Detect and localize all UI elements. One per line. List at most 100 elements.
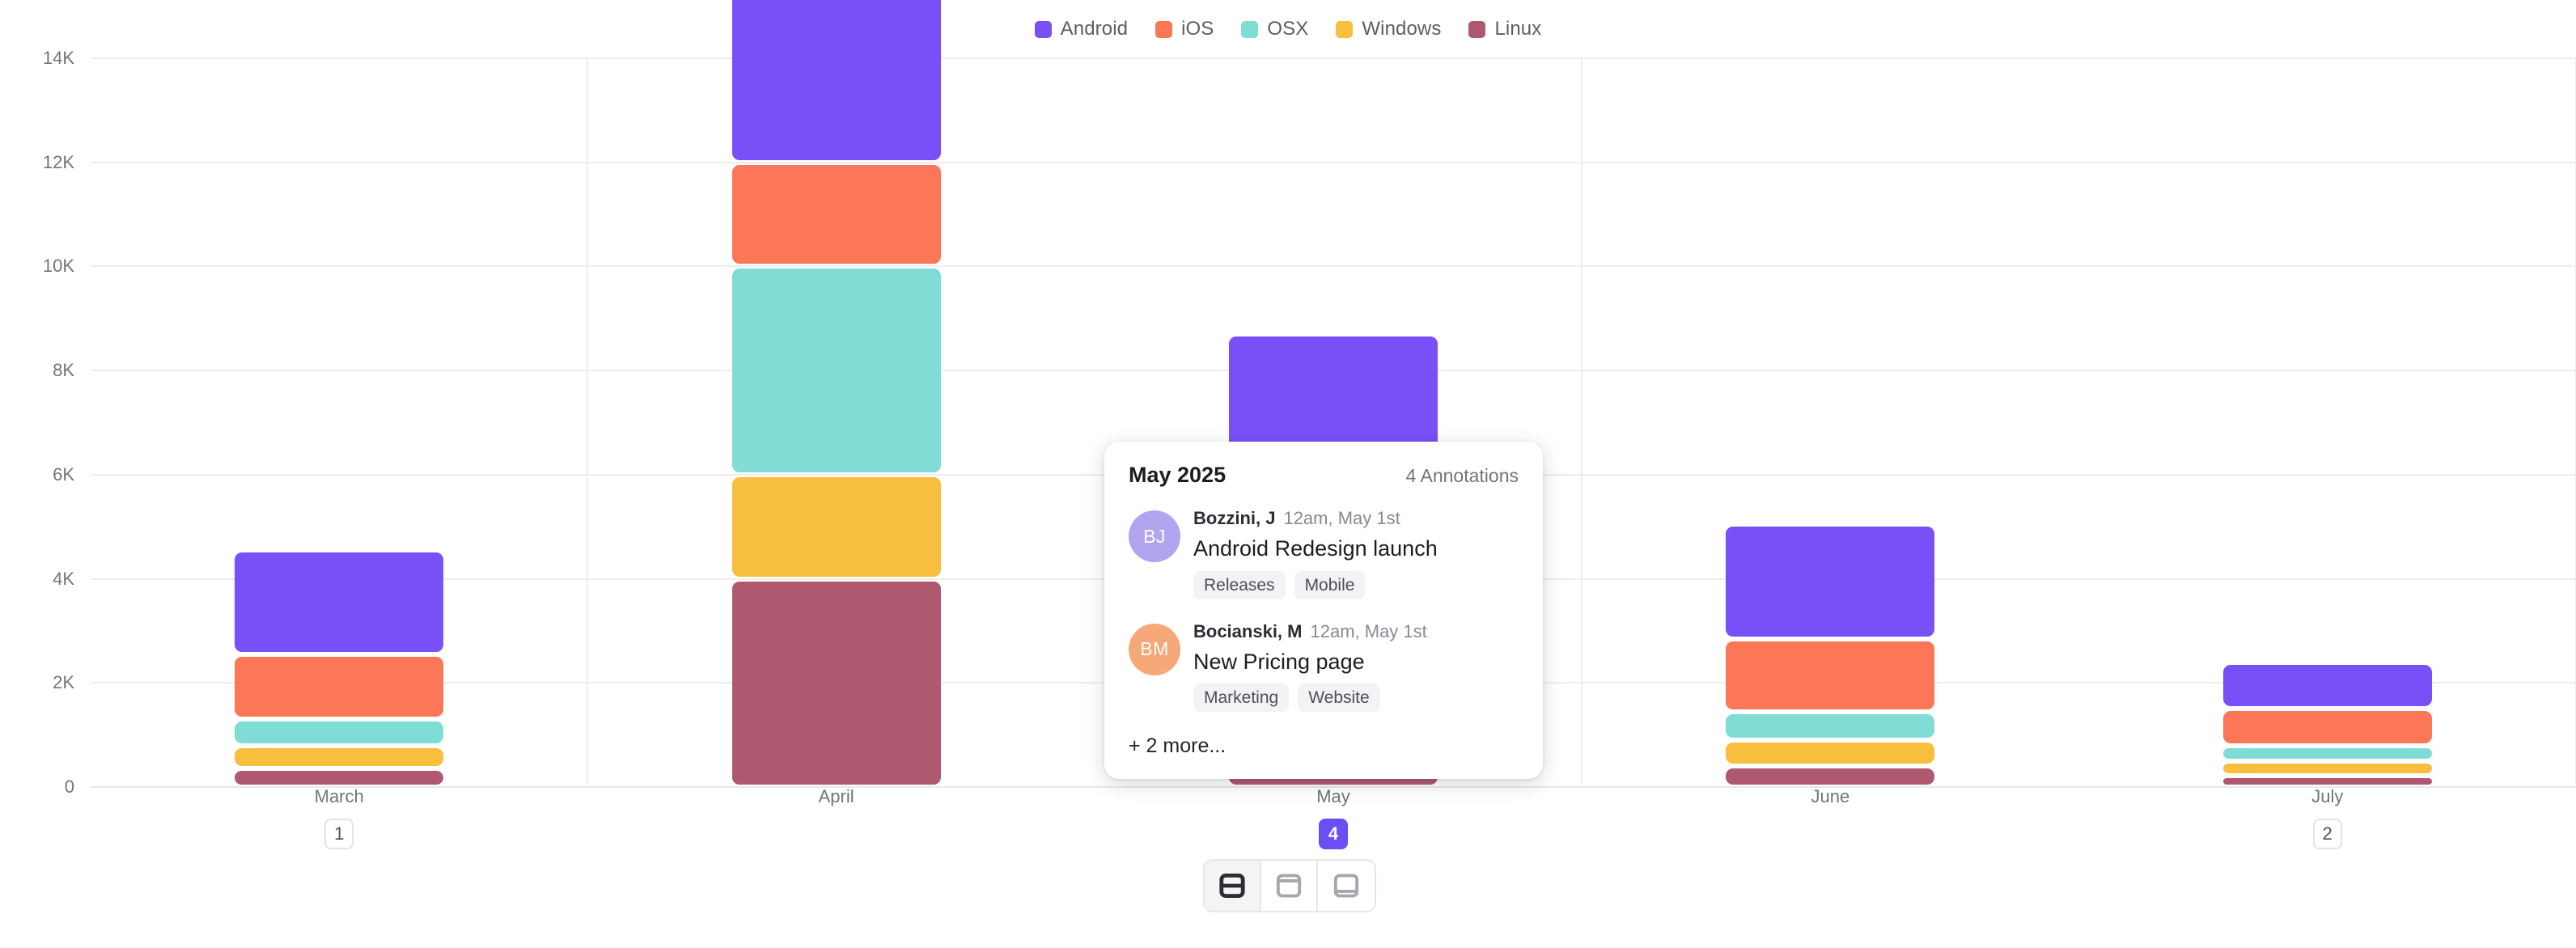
annotation-tag[interactable]: Website xyxy=(1298,683,1380,713)
legend-item-windows[interactable]: Windows xyxy=(1336,18,1441,40)
popover-title: May 2025 xyxy=(1129,463,1227,487)
annotation-list: BJ Bozzini, J 12am, May 1st Android Redesig… xyxy=(1129,508,1519,713)
legend-swatch-icon xyxy=(1155,20,1173,38)
annotation-body: Bocianski, M 12am, May 1st New Pricing pag… xyxy=(1193,620,1519,713)
annotation-meta: Bozzini, J 12am, May 1st xyxy=(1193,508,1519,528)
legend-swatch-icon xyxy=(1336,20,1354,38)
annotation-tags: Marketing Website xyxy=(1193,683,1519,713)
legend-swatch-icon xyxy=(1241,20,1259,38)
bar-stack-march[interactable] xyxy=(235,49,444,787)
x-axis-category-july: July 2 xyxy=(2079,785,2576,849)
layout-top-view-button[interactable] xyxy=(1261,861,1318,911)
bar-segment-linux[interactable] xyxy=(235,771,444,785)
legend-label: Linux xyxy=(1494,18,1542,40)
avatar: BM xyxy=(1129,623,1180,675)
gridline-horizontal xyxy=(91,57,2576,59)
bar-segment-linux[interactable] xyxy=(1726,768,1935,785)
annotation-count-badge-may[interactable]: 4 xyxy=(1318,819,1349,849)
avatar: BJ xyxy=(1129,510,1180,562)
x-axis-category-june: June xyxy=(1582,785,2078,809)
y-axis-tick-label: 12K xyxy=(42,151,74,172)
legend-label: Android xyxy=(1060,18,1129,40)
bar-segment-linux[interactable] xyxy=(2222,777,2432,785)
bar-segment-linux[interactable] xyxy=(731,581,941,785)
x-axis-category-may: May 4 xyxy=(1085,785,1582,849)
y-axis-tick-label: 0 xyxy=(64,777,74,797)
layout-top-icon xyxy=(1274,871,1303,900)
legend-item-ios[interactable]: iOS xyxy=(1155,18,1214,40)
bar-stack-april[interactable] xyxy=(731,0,941,787)
annotation-count-badge-march[interactable]: 1 xyxy=(324,819,354,849)
annotation-meta: Bocianski, M 12am, May 1st xyxy=(1193,620,1519,641)
bar-segment-windows[interactable] xyxy=(1726,743,1935,764)
annotation-count-badge-july[interactable]: 2 xyxy=(2312,819,2342,849)
bar-segment-ios[interactable] xyxy=(2222,711,2432,743)
x-axis-category-april: April xyxy=(587,785,1084,809)
bar-segment-ios[interactable] xyxy=(731,164,941,265)
layout-toolbar xyxy=(1203,859,1376,912)
gridline-vertical xyxy=(587,58,589,785)
legend-label: iOS xyxy=(1181,18,1214,40)
x-axis-tick-label: May xyxy=(1316,786,1350,806)
bar-segment-android[interactable] xyxy=(731,0,941,160)
y-axis-tick-label: 2K xyxy=(53,672,74,693)
bar-segment-ios[interactable] xyxy=(235,656,444,717)
layout-split-icon xyxy=(1218,871,1247,900)
annotation-tag[interactable]: Marketing xyxy=(1193,683,1290,713)
annotation-body: Bozzini, J 12am, May 1st Android Redesign … xyxy=(1193,508,1519,599)
bar-segment-windows[interactable] xyxy=(2222,763,2432,773)
annotation-tags: Releases Mobile xyxy=(1193,570,1519,599)
legend-item-osx[interactable]: OSX xyxy=(1241,18,1308,40)
bar-segment-android[interactable] xyxy=(1726,526,1935,637)
legend-label: Windows xyxy=(1362,18,1442,40)
layout-bottom-view-button[interactable] xyxy=(1318,861,1375,911)
bar-segment-android[interactable] xyxy=(235,552,444,652)
bar-segment-android[interactable] xyxy=(2222,664,2432,707)
popover-header: May 2025 4 Annotations xyxy=(1129,463,1519,488)
legend-swatch-icon xyxy=(1468,20,1486,38)
y-axis-tick-label: 14K xyxy=(42,48,74,68)
bar-stack-june[interactable] xyxy=(1726,49,1935,787)
annotation-text: New Pricing page xyxy=(1193,649,1365,674)
gridline-horizontal xyxy=(91,265,2576,268)
x-axis-tick-label: July xyxy=(2311,786,2344,806)
annotations-popover: May 2025 4 Annotations BJ Bozzini, J 12am,… xyxy=(1104,442,1543,780)
x-axis-tick-label: April xyxy=(818,786,854,806)
layout-split-view-button[interactable] xyxy=(1205,861,1261,911)
popover-annotation-count: 4 Annotations xyxy=(1405,465,1519,486)
bar-segment-osx[interactable] xyxy=(2222,747,2432,759)
x-axis: March 1 April May 4 June July 2 xyxy=(0,785,2576,874)
bar-segment-osx[interactable] xyxy=(1726,713,1935,739)
bar-stack-july[interactable] xyxy=(2222,49,2432,787)
bar-segment-osx[interactable] xyxy=(235,722,444,743)
annotation-item[interactable]: BJ Bozzini, J 12am, May 1st Android Redesig… xyxy=(1129,508,1519,599)
annotation-tag[interactable]: Mobile xyxy=(1294,570,1366,599)
legend-swatch-icon xyxy=(1034,20,1052,38)
annotation-tag[interactable]: Releases xyxy=(1193,570,1286,599)
bar-segment-ios[interactable] xyxy=(1726,641,1935,709)
x-axis-tick-label: June xyxy=(1811,786,1850,806)
annotation-timestamp: 12am, May 1st xyxy=(1310,620,1427,641)
legend-item-android[interactable]: Android xyxy=(1034,18,1129,40)
y-axis-tick-label: 8K xyxy=(53,360,74,381)
y-axis-tick-label: 6K xyxy=(53,463,74,485)
annotation-item[interactable]: BM Bocianski, M 12am, May 1st New Pricing p… xyxy=(1129,620,1519,713)
chart-legend: Android iOS OSX Windows Linux xyxy=(0,15,2576,44)
annotation-text: Android Redesign launch xyxy=(1193,536,1438,561)
bar-segment-windows[interactable] xyxy=(235,747,444,767)
bar-segment-osx[interactable] xyxy=(731,269,941,472)
layout-bottom-icon xyxy=(1332,871,1361,900)
x-axis-tick-label: March xyxy=(314,786,364,806)
y-axis-tick-label: 10K xyxy=(42,256,74,277)
popover-show-more-link[interactable]: + 2 more... xyxy=(1129,734,1227,758)
gridline-horizontal xyxy=(91,161,2576,163)
legend-item-linux[interactable]: Linux xyxy=(1468,18,1541,40)
x-axis-category-march: March 1 xyxy=(91,785,587,849)
annotation-author: Bozzini, J xyxy=(1193,508,1276,528)
gridline-horizontal xyxy=(91,786,2576,788)
annotation-timestamp: 12am, May 1st xyxy=(1283,508,1400,528)
annotation-author: Bocianski, M xyxy=(1193,620,1303,641)
legend-label: OSX xyxy=(1267,18,1309,40)
bar-segment-windows[interactable] xyxy=(731,476,941,577)
